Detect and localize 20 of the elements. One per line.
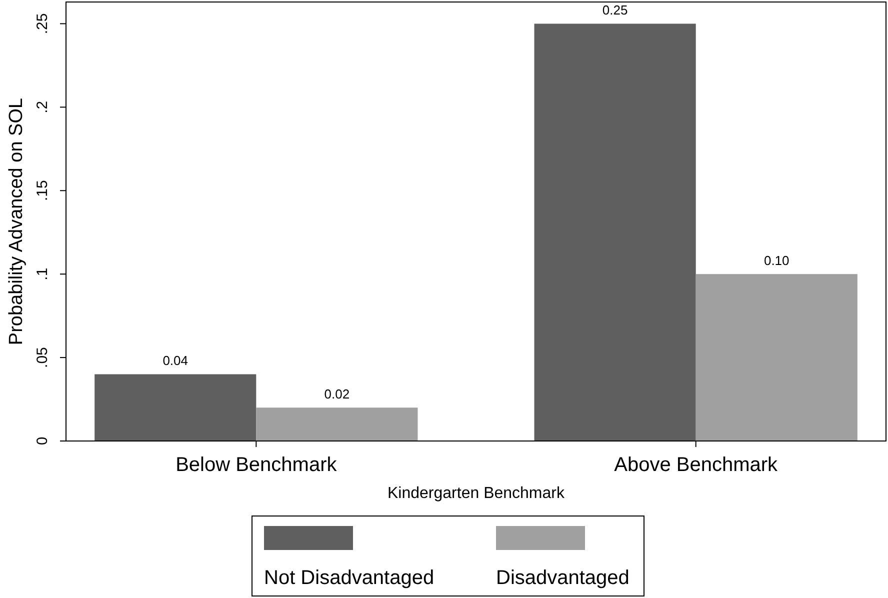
y-tick-label: 0 <box>34 436 51 446</box>
y-tick-label: .2 <box>34 100 51 114</box>
y-tick-label: .25 <box>34 13 51 34</box>
data-label: 0.02 <box>324 386 350 402</box>
y-tick-label: .05 <box>34 347 51 368</box>
y-tick-label: .15 <box>34 180 51 202</box>
data-label: 0.25 <box>602 2 628 18</box>
y-axis-title: Probability Advanced on SOL <box>6 98 27 346</box>
x-axis-title: Kindergarten Benchmark <box>388 485 566 502</box>
bar <box>534 24 696 441</box>
legend-label: Not Disadvantaged <box>264 567 434 589</box>
data-label: 0.04 <box>162 353 188 368</box>
x-tick-label: Above Benchmark <box>614 454 779 476</box>
legend-label: Disadvantaged <box>496 567 630 589</box>
bar <box>696 274 858 441</box>
x-tick-label: Below Benchmark <box>176 454 338 476</box>
bar <box>256 408 418 441</box>
y-tick-label: .1 <box>34 268 51 280</box>
bar <box>94 374 256 441</box>
data-label: 0.10 <box>764 253 790 268</box>
